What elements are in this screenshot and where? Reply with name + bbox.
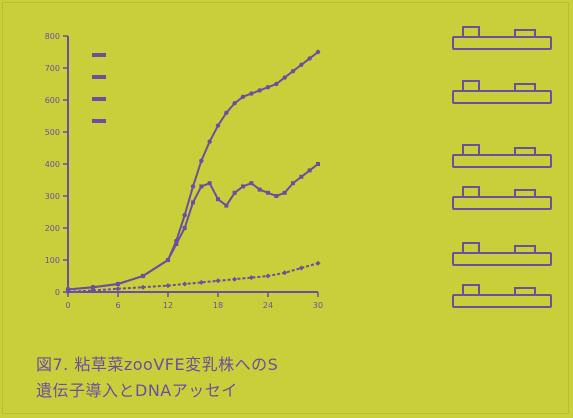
legend-swatch (92, 97, 106, 101)
data-point (190, 184, 196, 189)
series-line (67, 262, 319, 293)
data-point (199, 184, 204, 189)
data-point (282, 270, 288, 276)
data-point (248, 275, 254, 281)
data-point (249, 91, 254, 96)
legend-item (92, 88, 114, 110)
data-point (116, 282, 120, 286)
data-point (274, 194, 279, 198)
data-point (257, 88, 262, 93)
data-point (265, 273, 271, 279)
x-tick-label: 24 (263, 301, 273, 310)
data-point (91, 285, 95, 290)
data-point (257, 187, 262, 192)
x-tick-label: 30 (313, 301, 323, 310)
data-point (207, 139, 212, 144)
y-tick-label: 0 (55, 288, 60, 297)
x-tick-label: 0 (65, 301, 70, 310)
construct-shape (452, 26, 552, 50)
legend-swatch (92, 53, 106, 57)
data-point (240, 94, 246, 100)
data-point (174, 242, 179, 246)
data-point (182, 226, 187, 230)
data-point (266, 190, 270, 195)
data-point (65, 289, 71, 295)
data-point (232, 190, 237, 195)
data-point (140, 284, 146, 290)
x-tick-label: 6 (115, 301, 120, 310)
data-point (224, 110, 229, 116)
data-point (315, 260, 321, 266)
y-tick-label: 400 (45, 160, 60, 169)
y-tick-label: 100 (45, 256, 60, 265)
data-point (307, 168, 312, 173)
data-point (166, 258, 170, 262)
chart-legend (92, 44, 114, 132)
legend-item (92, 44, 114, 66)
data-point (299, 174, 304, 179)
construct-diagram-panel (342, 20, 562, 340)
data-point (282, 190, 287, 195)
data-point (207, 181, 212, 186)
y-tick-label: 700 (45, 64, 60, 73)
data-point (315, 49, 321, 55)
data-point (182, 213, 187, 218)
data-point (298, 265, 304, 271)
data-point (216, 197, 220, 202)
data-point (316, 162, 320, 166)
data-point (215, 278, 221, 284)
caption-line: 図7. 粘草菜zooVFE変乳株へのS (36, 355, 279, 374)
caption-line: 遺伝子導入とDNAアッセイ (36, 381, 238, 400)
data-point (299, 62, 304, 67)
data-point (198, 279, 204, 285)
data-point (274, 81, 279, 87)
series-line (67, 163, 319, 291)
x-tick-label: 18 (213, 301, 223, 310)
figure-frame (2, 2, 569, 414)
data-point (191, 200, 195, 205)
data-point (307, 56, 312, 61)
data-point (141, 274, 145, 278)
y-tick-label: 300 (45, 192, 60, 201)
legend-swatch (92, 75, 106, 79)
construct-shape (452, 242, 552, 266)
data-point (215, 123, 221, 128)
data-point (66, 287, 70, 292)
data-point (199, 158, 204, 163)
legend-item (92, 110, 114, 132)
construct-shape (452, 144, 552, 168)
construct-shape (452, 186, 552, 210)
data-point (165, 283, 171, 289)
data-point (224, 203, 229, 208)
data-point (232, 276, 238, 282)
data-point (265, 85, 271, 90)
legend-swatch (92, 119, 106, 123)
figure-caption: 図7. 粘草菜zooVFE変乳株へのS 遺伝子導入とDNAアッセイ (36, 352, 566, 404)
data-point (249, 181, 254, 186)
y-tick-label: 600 (45, 96, 60, 105)
data-point (291, 181, 295, 186)
y-tick-label: 800 (45, 32, 60, 41)
data-point (115, 286, 121, 292)
data-point (182, 281, 188, 287)
data-point (282, 75, 287, 80)
data-point (241, 184, 245, 189)
data-point (90, 287, 96, 293)
data-point (232, 101, 237, 106)
y-tick-label: 500 (45, 128, 60, 137)
y-tick-label: 200 (45, 224, 60, 233)
data-point (290, 69, 296, 74)
x-tick-label: 12 (163, 301, 173, 310)
construct-shape (452, 80, 552, 104)
construct-shape (452, 284, 552, 308)
legend-item (92, 66, 114, 88)
